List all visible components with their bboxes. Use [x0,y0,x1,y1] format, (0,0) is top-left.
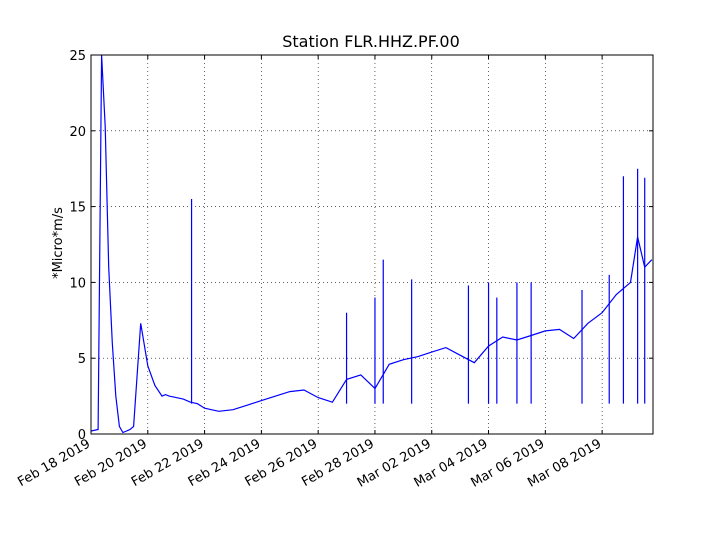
y-tick-label: 20 [69,125,86,140]
chart-title: Station FLR.HHZ.PF.00 [282,32,460,51]
y-tick-label: 25 [69,49,86,64]
grid [91,55,653,434]
series-group [91,55,653,434]
y-ticks: 0 5 10 15 20 25 [69,49,653,443]
y-tick-label: 15 [69,201,86,216]
y-tick-label: 10 [69,276,86,291]
y-tick-label: 5 [78,352,86,367]
plot-frame [90,54,654,435]
y-axis-label: *Micro*m/s [51,207,66,279]
series-line [91,55,653,434]
y-tick-label: 0 [78,428,86,443]
